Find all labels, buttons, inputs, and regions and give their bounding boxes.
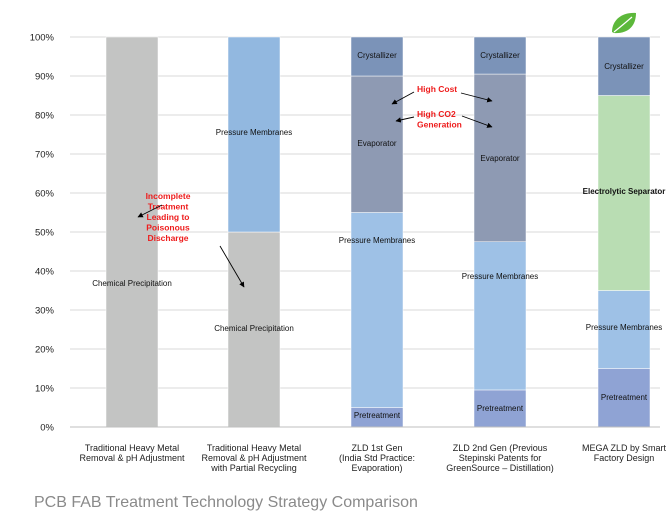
x-category-label: ZLD 1st Gen (India Std Practice: Evaporati… (339, 443, 415, 473)
y-tick-label: 50% (35, 228, 55, 239)
bar-segment (473, 73, 527, 242)
segment-label: Evaporator (480, 154, 519, 163)
y-tick-label: 100% (30, 33, 55, 44)
bar-segment (473, 241, 527, 391)
annotation-text: High Cost (417, 84, 457, 94)
y-tick-label: 60% (35, 189, 55, 200)
y-tick-label: 90% (35, 72, 55, 83)
y-tick-label: 20% (35, 345, 55, 356)
y-tick-label: 70% (35, 150, 55, 161)
annotation-arrow (137, 204, 163, 218)
annotation-arrow (391, 91, 415, 105)
bar-segment (473, 389, 527, 428)
segment-label: Evaporator (357, 139, 396, 148)
segment-label: Crystallizer (480, 51, 520, 60)
bar-segment (350, 75, 404, 213)
x-category-label: ZLD 2nd Gen (Previous Stepinski Patents f… (446, 443, 554, 473)
y-tick-label: 30% (35, 306, 55, 317)
segment-label: Electrolytic Separator (583, 187, 666, 196)
x-category-label: MEGA ZLD by Smart Factory Design (582, 443, 667, 463)
annotation-arrow (461, 115, 493, 128)
annotation-arrow (460, 92, 493, 103)
leaf-vein (613, 16, 633, 33)
x-category-label: Traditional Heavy Metal Removal & pH Adju… (201, 443, 307, 473)
y-tick-label: 10% (35, 384, 55, 395)
stacked-bar-chart: 0% 10% 20% 30% 40% 50% 60% 70% 80% 90% 100% Chemic… (30, 12, 667, 473)
x-category-label: Traditional Heavy Metal Removal & pH Adju… (79, 443, 185, 463)
bar-segment (227, 36, 281, 233)
segment-label: Chemical Precipitation (214, 324, 294, 333)
bar-segment (350, 212, 404, 408)
annotation-text: Incomplete Treatment Leading to Poisonous Di… (146, 191, 191, 243)
bar-segment (350, 36, 404, 77)
segment-label: Pressure Membranes (216, 128, 292, 137)
segment-label: Crystallizer (357, 51, 397, 60)
y-tick-label: 80% (35, 111, 55, 122)
segment-label: Pretreatment (354, 411, 401, 420)
bar-segment (597, 36, 651, 96)
y-axis: 0% 10% 20% 30% 40% 50% 60% 70% 80% 90% 100% (30, 33, 55, 434)
figure-caption: PCB FAB Treatment Technology Strategy Co… (34, 494, 418, 511)
annotations: Incomplete Treatment Leading to Poisonous Di… (137, 84, 493, 288)
segment-label: Pretreatment (601, 393, 648, 402)
segment-label: Chemical Precipitation (92, 279, 172, 288)
segment-label: Pressure Membranes (586, 323, 662, 332)
bar-segment (105, 36, 159, 428)
bar-segment (227, 231, 281, 428)
leaf-icon (612, 12, 636, 34)
annotation-arrow (395, 116, 415, 123)
bar-segment (597, 95, 651, 291)
bars: Chemical Precipitation Chemical Precipita… (92, 36, 666, 428)
bar-segment (473, 36, 527, 75)
segment-label: Pressure Membranes (462, 272, 538, 281)
annotation-arrow (219, 245, 245, 288)
annotation-text: High CO2 Generation (417, 109, 462, 130)
segment-label: Crystallizer (604, 62, 644, 71)
bar-segment (597, 368, 651, 428)
y-tick-label: 40% (35, 267, 55, 278)
segment-label: Pressure Membranes (339, 236, 415, 245)
segment-label: Pretreatment (477, 404, 524, 413)
y-tick-label: 0% (40, 423, 54, 434)
x-axis: Traditional Heavy Metal Removal & pH Adju… (70, 426, 667, 473)
bar-segment (597, 290, 651, 369)
